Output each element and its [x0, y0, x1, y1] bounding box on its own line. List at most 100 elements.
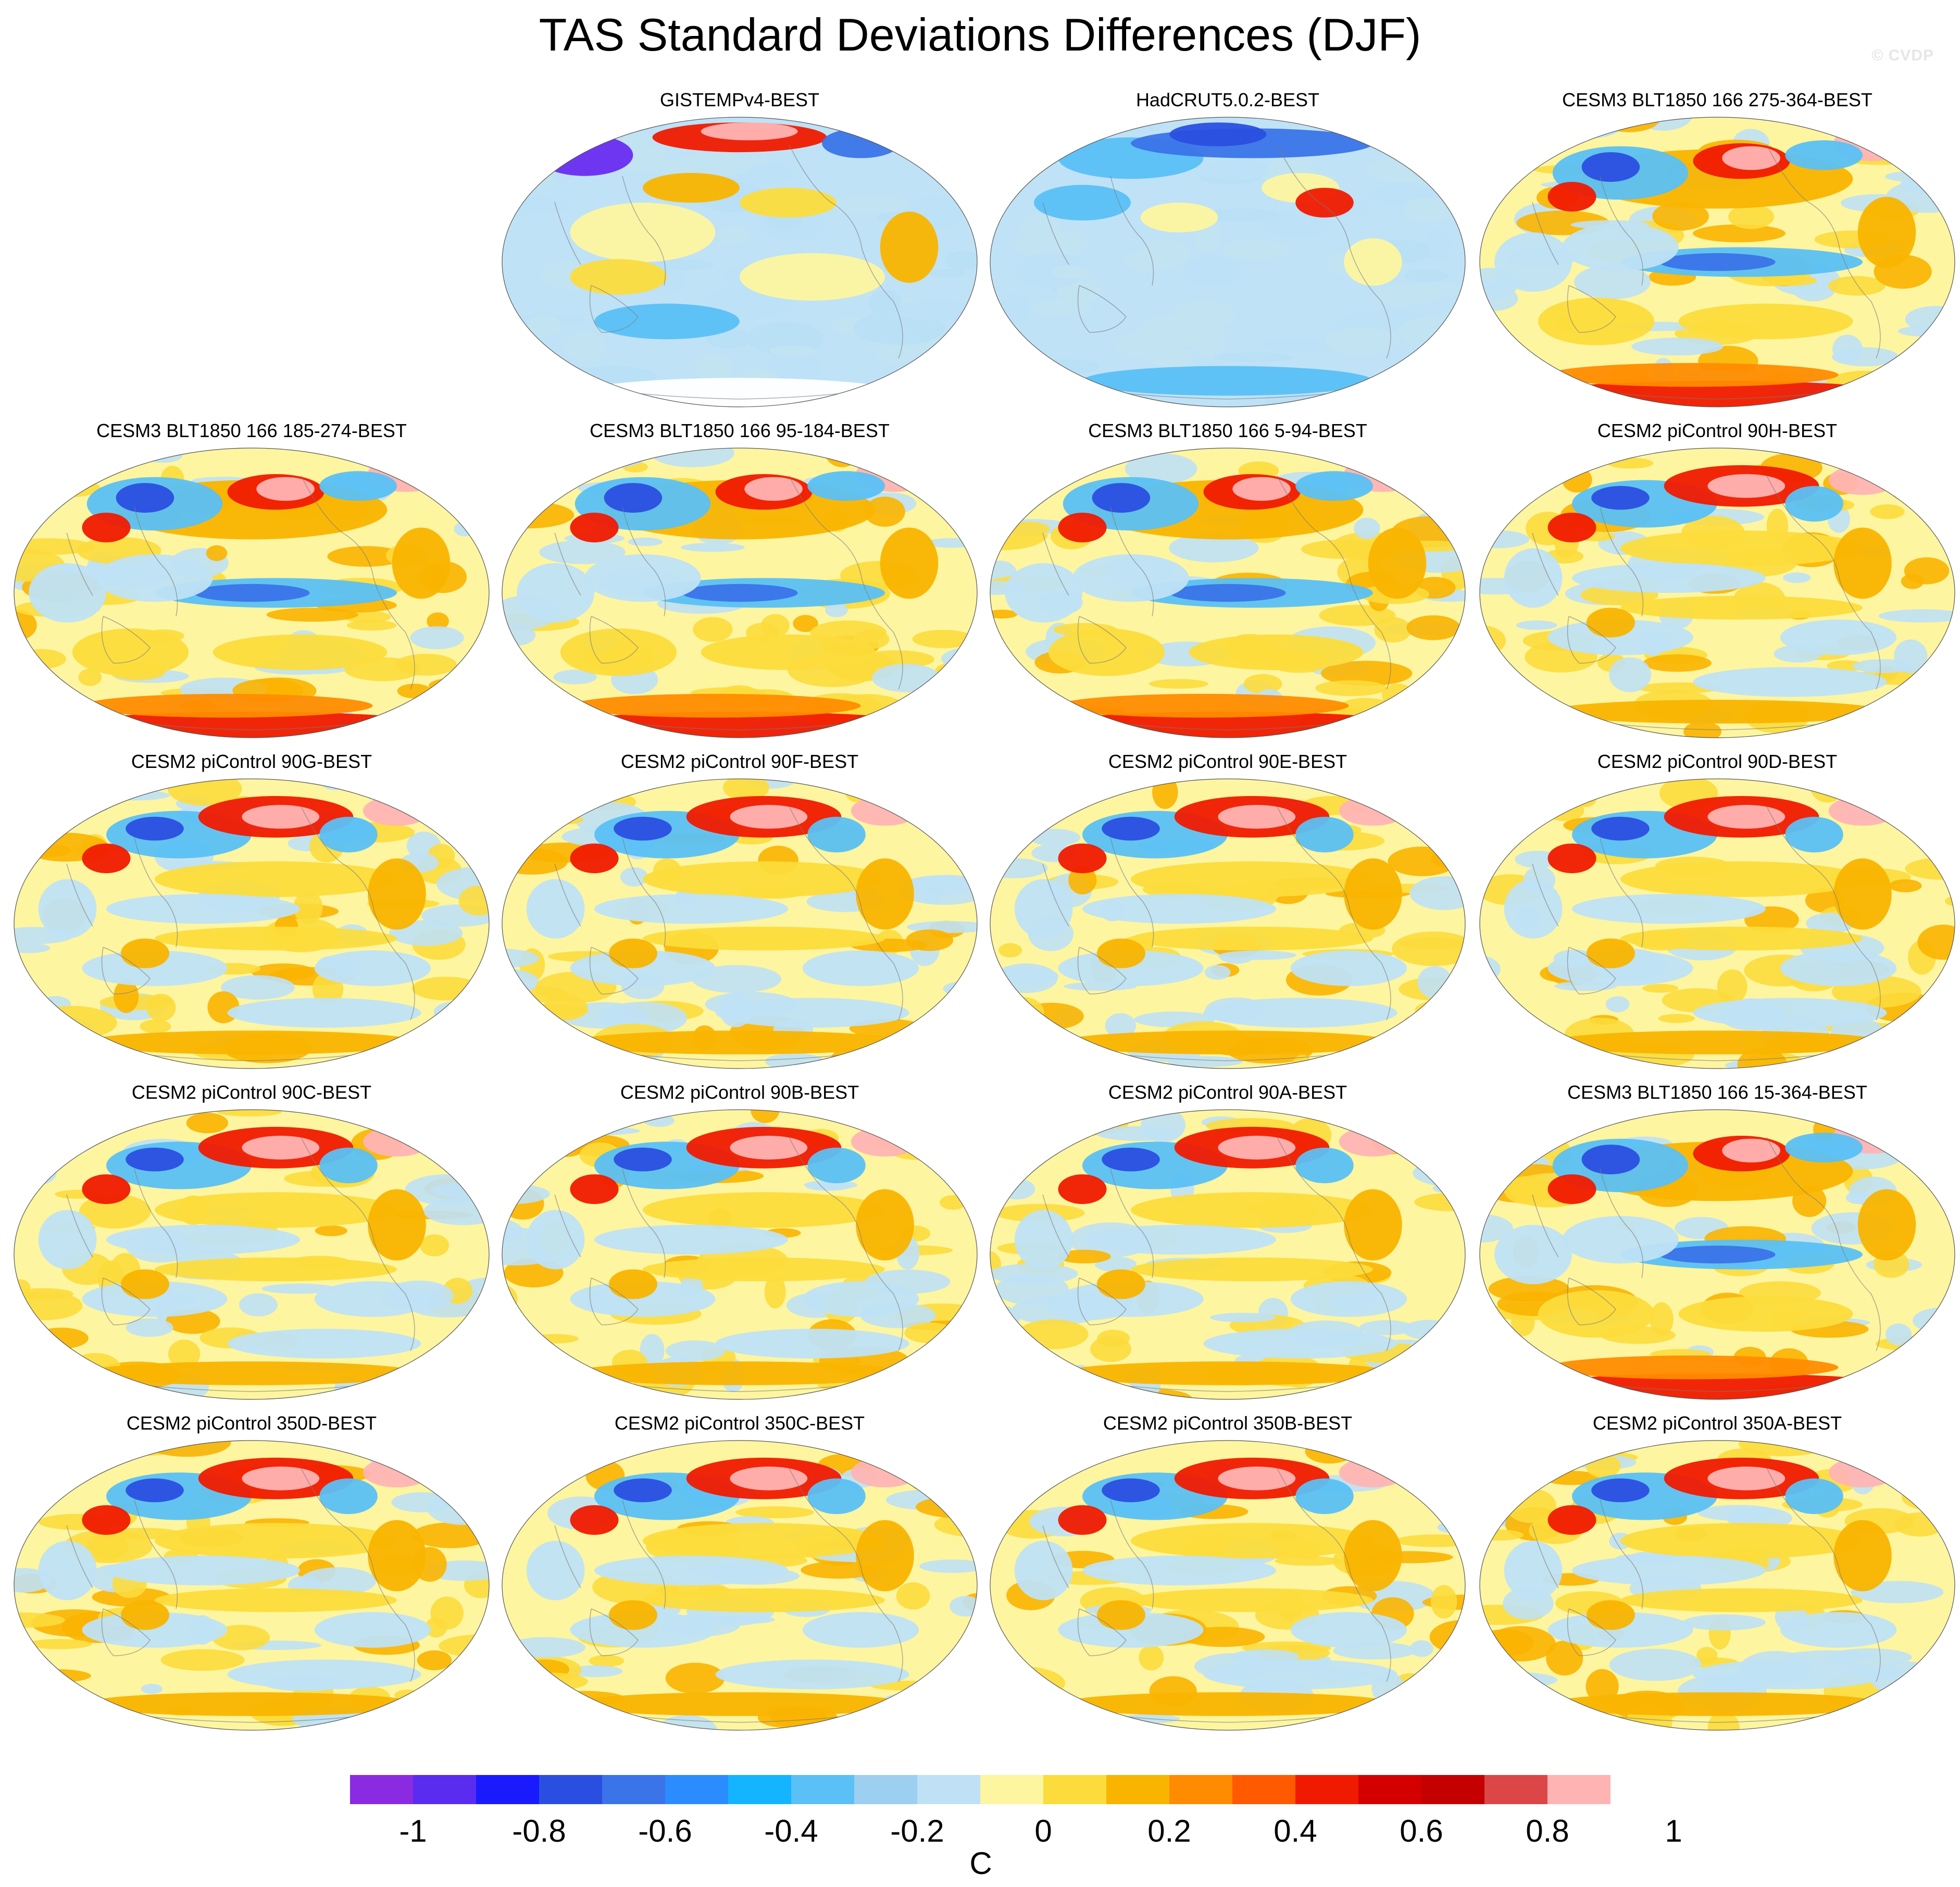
- contour-feature: [1504, 1541, 1563, 1600]
- contour-patch: [1405, 356, 1464, 384]
- contour-patch: [420, 1234, 450, 1257]
- contour-patch: [346, 620, 397, 631]
- contour-patch: [510, 1441, 539, 1467]
- coastline: [622, 506, 666, 617]
- contour-patch: [1480, 779, 1500, 788]
- contour-feature: [368, 858, 426, 930]
- coastline: [1600, 506, 1644, 617]
- colorbar-tick-label: 0.2: [1147, 1814, 1191, 1848]
- contour-patch: [530, 117, 573, 129]
- contour-feature: [740, 253, 885, 301]
- contour-feature: [1203, 1659, 1397, 1690]
- contour-patch: [1897, 325, 1955, 337]
- contour-patch: [927, 465, 967, 493]
- contour-feature: [1504, 548, 1563, 608]
- contour-patch: [990, 610, 1018, 619]
- contour-patch: [1855, 1715, 1905, 1730]
- contour-feature: [126, 1147, 184, 1172]
- contour-patch: [1875, 476, 1912, 485]
- contour-patch: [793, 615, 818, 632]
- contour-patch: [35, 1441, 84, 1453]
- contour-feature: [155, 926, 397, 951]
- coastline: [1277, 475, 1391, 690]
- map-panel: CESM2 piControl 90E-BEST: [985, 750, 1470, 1086]
- contour-patch: [543, 786, 595, 803]
- contour-patch: [529, 687, 558, 709]
- contour-patch: [1828, 276, 1886, 296]
- coastline: [1110, 176, 1154, 286]
- contour-feature: [1547, 1174, 1596, 1205]
- contour-feature: [1131, 861, 1373, 897]
- coastline: [1567, 1608, 1616, 1656]
- contour-patch: [1876, 726, 1924, 738]
- contour-feature: [392, 527, 451, 599]
- contour-feature: [106, 894, 300, 924]
- map-svg: [502, 778, 978, 1069]
- contour-patch: [372, 1710, 438, 1730]
- contour-patch: [1204, 965, 1231, 980]
- contour-patch: [928, 1003, 977, 1035]
- map-svg: [14, 778, 490, 1069]
- contour-feature: [851, 1457, 919, 1487]
- contour-patch: [24, 1005, 117, 1040]
- contour-feature: [802, 950, 919, 986]
- contour-feature: [570, 1361, 909, 1385]
- contour-patch: [429, 1683, 472, 1694]
- map-outline: [502, 117, 978, 407]
- contour-feature: [1828, 465, 1897, 495]
- contour-patch: [1527, 1351, 1549, 1381]
- coastline: [1277, 806, 1391, 1021]
- coastline: [1532, 202, 1559, 265]
- contour-patch: [1737, 1048, 1788, 1069]
- contour-patch: [1015, 1352, 1046, 1364]
- contour-patch: [1480, 392, 1553, 407]
- contour-feature: [1102, 1147, 1160, 1172]
- coastline: [134, 837, 178, 948]
- colorbar-swatch: [1295, 1775, 1358, 1804]
- contour-patch: [920, 887, 943, 904]
- coastline: [554, 202, 581, 265]
- contour-patch: [1601, 117, 1635, 129]
- contour-patch: [692, 965, 781, 993]
- contour-feature: [1048, 628, 1165, 676]
- contour-patch: [912, 629, 975, 648]
- contour-patch: [1392, 932, 1465, 966]
- contour-patch: [261, 1283, 337, 1294]
- contour-patch: [14, 1291, 83, 1321]
- contour-feature: [1547, 700, 1887, 724]
- contour-feature: [82, 1692, 421, 1716]
- coastline: [301, 475, 415, 690]
- contour-feature: [701, 122, 798, 141]
- coastline: [134, 506, 178, 617]
- contour-patch: [1498, 1045, 1558, 1058]
- map-outline: [502, 1440, 978, 1731]
- contour-patch: [20, 1371, 57, 1389]
- contour-patch: [735, 1506, 814, 1519]
- contour-patch: [410, 626, 464, 650]
- contour-patch: [26, 1639, 92, 1649]
- contour-patch: [714, 1615, 775, 1624]
- map-svg: [502, 448, 978, 738]
- coastline: [1110, 837, 1154, 948]
- contour-patch: [1554, 1385, 1621, 1399]
- contour-patch: [239, 1293, 278, 1317]
- contour-patch: [1543, 1377, 1578, 1399]
- contour-feature: [82, 693, 373, 718]
- contour-patch: [1346, 721, 1412, 738]
- map-svg: [990, 448, 1466, 738]
- contour-feature: [1169, 122, 1267, 146]
- contour-feature: [604, 483, 663, 513]
- contour-feature: [1131, 1523, 1373, 1559]
- contour-patch: [680, 542, 745, 552]
- coastline: [789, 1137, 903, 1351]
- contour-feature: [363, 796, 431, 826]
- contour-feature: [1058, 1505, 1107, 1535]
- colorbar-swatch: [791, 1775, 854, 1804]
- contour-feature: [1096, 1269, 1145, 1299]
- contour-feature: [570, 1031, 909, 1054]
- contour-patch: [34, 1327, 89, 1349]
- map-svg: [502, 117, 978, 407]
- contour-feature: [1368, 527, 1427, 599]
- panel-title: CESM3 BLT1850 166 15-364-BEST: [1567, 1082, 1867, 1103]
- contour-patch: [1856, 1700, 1941, 1720]
